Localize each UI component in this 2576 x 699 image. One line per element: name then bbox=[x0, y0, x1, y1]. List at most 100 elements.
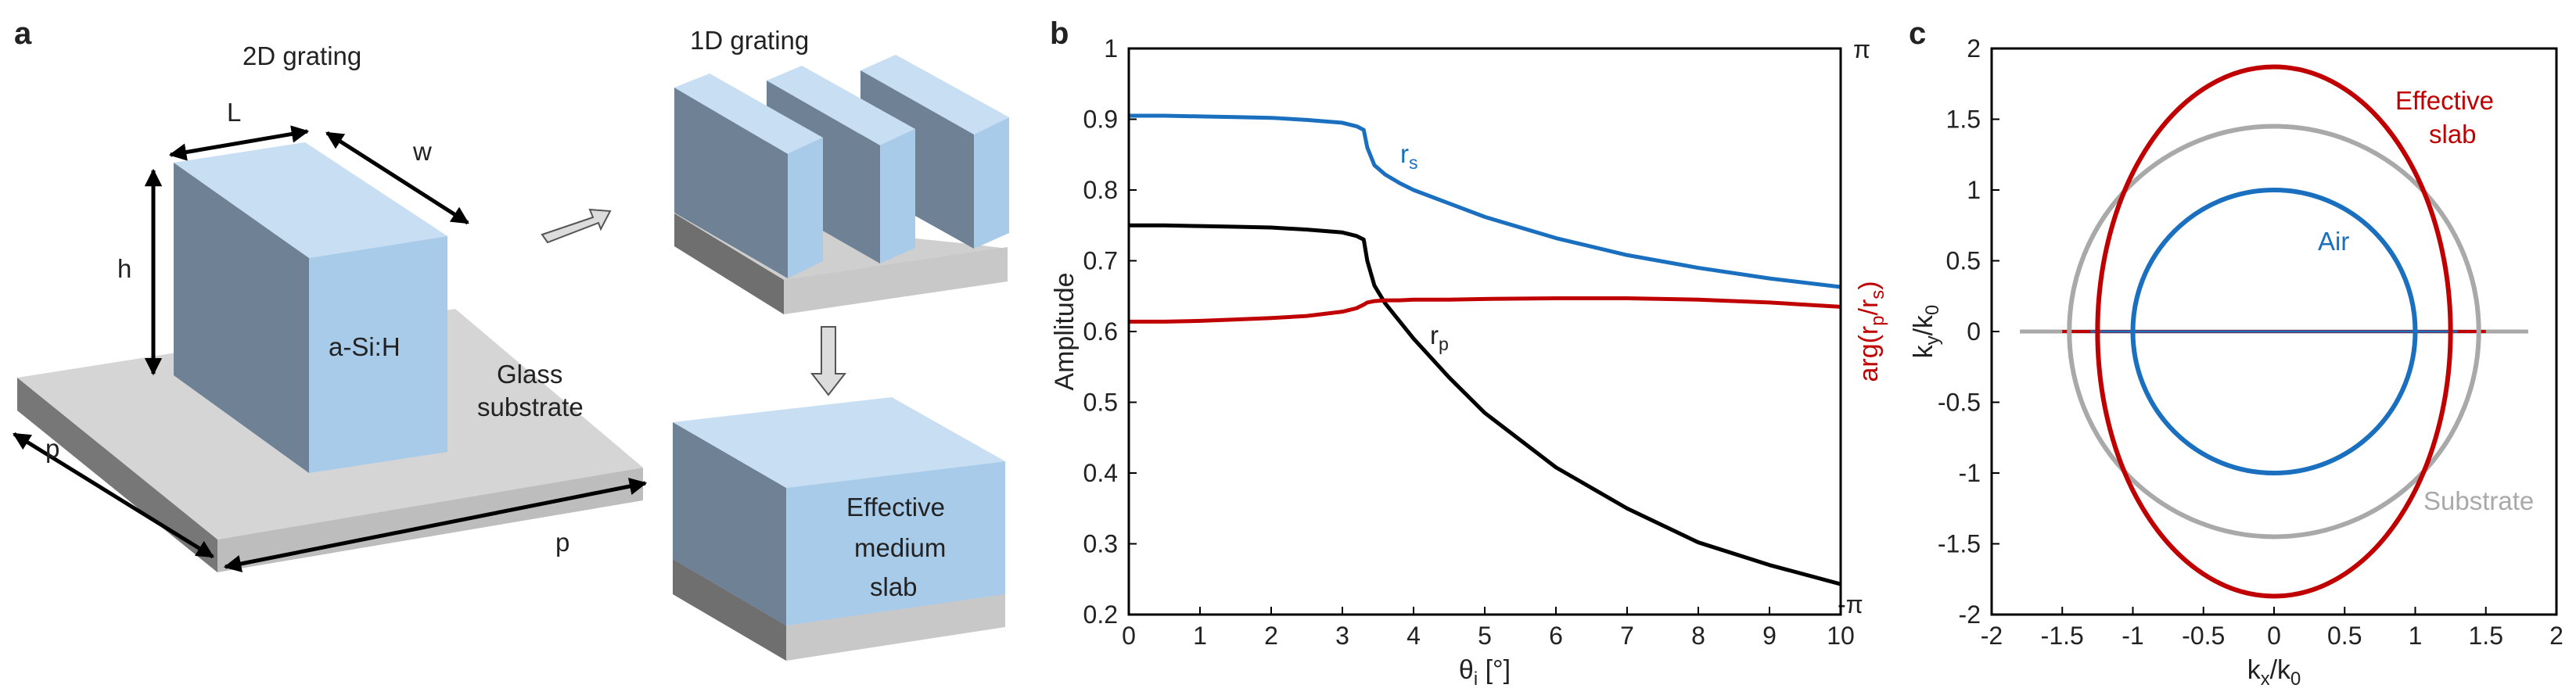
block-front-face bbox=[309, 236, 447, 473]
panel-label-c: c bbox=[1909, 16, 1926, 51]
slab-base-front bbox=[786, 594, 1005, 661]
c-xtick-label: 0.5 bbox=[2327, 622, 2362, 650]
transition-arrow-right bbox=[541, 208, 612, 244]
grating-fin-1 bbox=[674, 73, 823, 278]
b-right-tick-top: π bbox=[1853, 35, 1870, 63]
grating-base-front bbox=[784, 247, 1008, 314]
b-xtick-label: 4 bbox=[1407, 622, 1421, 650]
slab-top-face bbox=[673, 397, 1005, 488]
effective-medium-slab bbox=[673, 397, 1005, 661]
panel-c: c -2 -1.5 -1 -0.5 0 0.5 1 1.5 2 -2 -1.5 -1 -0.5 0 0.5 1… bbox=[1909, 16, 2563, 690]
b-yaxis-right-label: arg(rp/rs) bbox=[1854, 281, 1888, 382]
b-yaxis-label: Amplitude bbox=[1050, 272, 1080, 390]
c-ytick-label: -0.5 bbox=[1938, 389, 1981, 417]
c-xtick-label: -1.5 bbox=[2041, 622, 2084, 650]
chart-c-frame bbox=[1990, 47, 2558, 616]
c-xtick-label: -1 bbox=[2122, 622, 2143, 650]
grating-base-side bbox=[674, 213, 784, 314]
dimension-arrows bbox=[13, 125, 648, 573]
c-ytick-label: -1 bbox=[1959, 459, 1981, 487]
chart-b-labels: rs rp θi [°] Amplitude arg(rp/rs) bbox=[1050, 139, 1888, 690]
b-xtick-label: 1 bbox=[1193, 622, 1207, 650]
arrow-p-right bbox=[223, 477, 648, 573]
b-xtick-label: 8 bbox=[1691, 622, 1705, 650]
b-ytick-label: 0.2 bbox=[1083, 600, 1118, 629]
b-ytick-label: 0.8 bbox=[1083, 176, 1118, 204]
c-ytick-label: 2 bbox=[1967, 34, 1981, 63]
slab-front-face bbox=[786, 461, 1005, 626]
block-top-face bbox=[174, 142, 447, 258]
chart-b-frame bbox=[1127, 47, 1842, 616]
b-label-rp: rp bbox=[1430, 321, 1449, 354]
arrow-L bbox=[168, 125, 310, 161]
b-xtick-label: 2 bbox=[1264, 622, 1278, 650]
b-xtick-label: 6 bbox=[1549, 622, 1563, 650]
c-label-effective-line2: slab bbox=[2429, 120, 2477, 149]
b-series-line-argrprs bbox=[1129, 296, 1841, 324]
slab-label-line3: slab bbox=[870, 572, 918, 601]
c-series-air bbox=[2130, 188, 2418, 475]
c-label-air: Air bbox=[2318, 227, 2349, 256]
b-xtick-label: 3 bbox=[1335, 622, 1349, 650]
arrow-w bbox=[325, 131, 469, 225]
c-xtick-label: -0.5 bbox=[2182, 622, 2225, 650]
c-xtick-label: 1.5 bbox=[2469, 622, 2503, 650]
c-label-effective-line1: Effective bbox=[2395, 86, 2494, 115]
b-ytick-label: 0.5 bbox=[1083, 389, 1118, 417]
b-xtick-label: 5 bbox=[1478, 622, 1492, 650]
b-ytick-label: 0.7 bbox=[1083, 247, 1118, 275]
c-xtick-label: 2 bbox=[2549, 622, 2563, 650]
arrow-p-left bbox=[13, 432, 214, 559]
b-ytick-label: 0.3 bbox=[1083, 530, 1118, 558]
c-xaxis-label: kx/k0 bbox=[2247, 655, 2301, 690]
c-ytick-label: 0 bbox=[1967, 317, 1981, 346]
c-series-substrate bbox=[2067, 124, 2481, 539]
block-side-face bbox=[174, 163, 309, 473]
c-ytick-label: 0.5 bbox=[1946, 247, 1981, 275]
chart-c-series bbox=[2020, 64, 2528, 599]
dim-label-w: w bbox=[412, 137, 432, 166]
c-ytick-label: 1.5 bbox=[1946, 106, 1981, 134]
c-xtick-label: -2 bbox=[1981, 622, 2003, 650]
b-ytick-label: 1 bbox=[1104, 34, 1118, 63]
c-ytick-label: -2 bbox=[1959, 600, 1981, 629]
chart-c-labels: Air Effective slab Substrate kx/k0 ky/k0 bbox=[1909, 86, 2534, 690]
c-yaxis-label: ky/k0 bbox=[1909, 305, 1943, 359]
chart-b-ticks: 0 1 2 3 4 5 6 7 8 9 100.20.30.40.50.60.70.80.91 π-π bbox=[1083, 34, 1871, 650]
material-label: a-Si:H bbox=[329, 332, 401, 361]
b-xtick-label: 9 bbox=[1762, 622, 1777, 650]
b-xtick-label: 0 bbox=[1122, 622, 1136, 650]
c-label-substrate: Substrate bbox=[2423, 486, 2534, 515]
b-label-rs: rs bbox=[1400, 139, 1418, 173]
c-series-effective-slab bbox=[2095, 64, 2453, 599]
panel-a: a 2D grating a-Si:H Glass substrate L w … bbox=[13, 16, 1009, 661]
substrate-label-line1: Glass bbox=[497, 360, 562, 389]
dim-label-p-right: p bbox=[555, 528, 569, 557]
slab-label-line2: medium bbox=[854, 533, 946, 562]
b-xtick-label: 7 bbox=[1620, 622, 1634, 650]
c-ytick-label: -1.5 bbox=[1938, 530, 1981, 558]
b-ytick-label: 0.9 bbox=[1083, 106, 1118, 134]
slab-label-line1: Effective bbox=[846, 493, 945, 522]
transition-arrow-down bbox=[810, 326, 847, 396]
dim-label-L: L bbox=[227, 98, 241, 127]
title-2d-grating: 2D grating bbox=[243, 41, 361, 70]
panel-b: b 0 1 2 3 4 5 6 7 8 9 10 0.2 0.3 0.4 0.5 0.6 0.7 0.8 0.9 1 π… bbox=[1050, 16, 1888, 690]
c-xtick-label: 1 bbox=[2409, 622, 2423, 650]
grating-1d bbox=[674, 55, 1009, 314]
chart-b-series bbox=[1129, 113, 1841, 586]
b-xaxis-label: θi [°] bbox=[1459, 655, 1511, 690]
substrate-label-line2: substrate bbox=[477, 393, 584, 421]
title-1d-grating: 1D grating bbox=[690, 26, 809, 55]
panel-label-a: a bbox=[14, 16, 32, 51]
c-ytick-label: 1 bbox=[1967, 176, 1981, 204]
dim-label-h: h bbox=[117, 254, 131, 283]
c-xtick-label: 0 bbox=[2267, 622, 2281, 650]
b-series-line-rs bbox=[1129, 113, 1841, 289]
dim-label-p-left: p bbox=[45, 434, 59, 463]
b-ytick-label: 0.6 bbox=[1083, 317, 1118, 346]
b-ytick-label: 0.4 bbox=[1083, 459, 1118, 487]
b-series-line-rp bbox=[1129, 223, 1841, 586]
slab-side-face bbox=[673, 422, 786, 626]
asih-block bbox=[174, 142, 447, 473]
